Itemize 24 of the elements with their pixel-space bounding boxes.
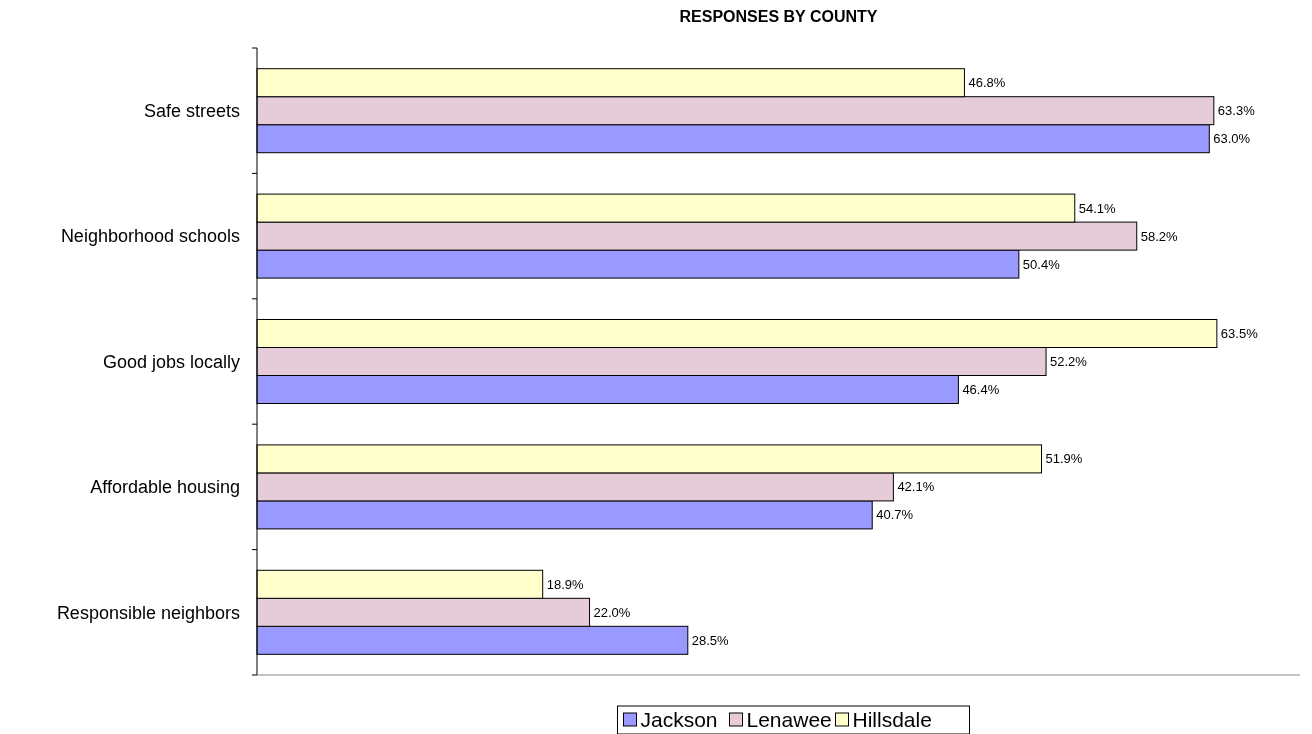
legend-label: Lenawee [746,708,832,732]
data-label: 40.7% [876,507,914,523]
y-tick-label: Good jobs locally [102,351,240,372]
data-label: 52.2% [1050,354,1088,370]
data-label: 28.5% [691,632,730,648]
data-label: 54.1% [1078,200,1117,216]
legend-label: Hillsdale [852,708,932,732]
data-label: 46.4% [962,382,1000,398]
data-label: 58.2% [1140,228,1179,244]
chart-title: RESPONSES BY COUNTY [679,8,878,25]
data-label: 63.5% [1220,326,1259,342]
data-label: 63.3% [1217,103,1256,119]
data-label: 42.1% [897,479,935,495]
y-tick-label: Neighborhood schools [60,226,240,247]
data-label: 18.9% [546,576,584,592]
data-label: 22.0% [593,604,631,620]
data-label: 46.8% [968,75,1006,91]
data-label: 63.0% [1213,131,1251,147]
legend-label: Jackson [640,708,718,732]
y-tick-label: Responsible neighbors [56,602,240,623]
y-tick-label: Safe streets [143,101,240,121]
y-tick-label: Affordable housing [90,477,240,498]
data-label: 51.9% [1045,451,1083,467]
data-label: 50.4% [1022,256,1061,272]
